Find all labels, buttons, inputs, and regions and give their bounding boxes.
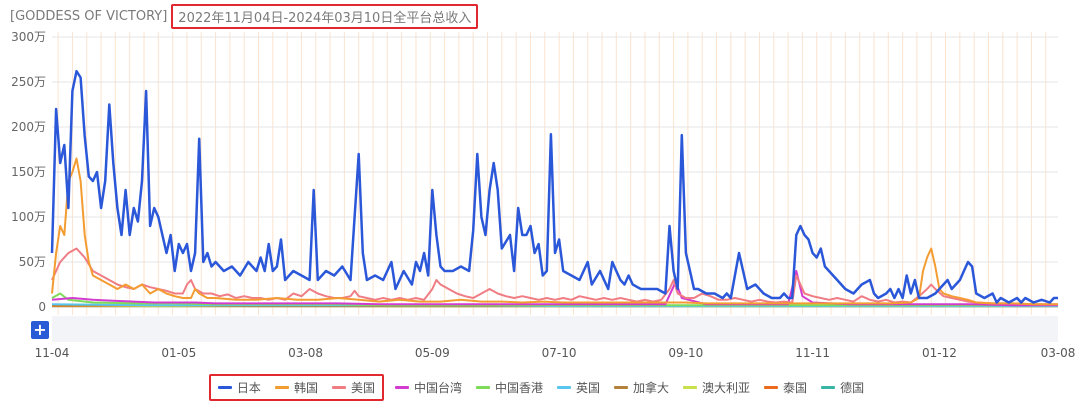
date-range-title: 2022年11月04日-2024年03月10日全平台总收入 <box>171 3 479 29</box>
legend-item[interactable]: 澳大利亚 <box>683 379 750 396</box>
legend-item[interactable]: 加拿大 <box>614 379 669 396</box>
legend-item[interactable]: 中国台湾 <box>394 379 462 396</box>
legend-item[interactable]: 德国 <box>821 379 864 396</box>
revenue-line-chart: 0 50万 100万 150万 200万 250万 300万 11-04 01-05 03-08 0… <box>11 30 1076 360</box>
series-line-1 <box>51 157 1058 306</box>
legend-label: 德国 <box>840 380 865 395</box>
legend-item[interactable]: 中国香港 <box>475 379 543 396</box>
legend-label: 日本 <box>236 380 261 395</box>
y-tick-label: 300万 <box>11 30 46 44</box>
chart-title-row: [GODDESS OF VICTORY] 2022年11月04日-2024年03… <box>10 3 479 29</box>
legend-label: 泰国 <box>783 380 808 395</box>
legend-label: 加拿大 <box>633 380 670 395</box>
series-line-2 <box>51 247 1058 306</box>
legend-swatch <box>331 385 346 389</box>
x-tick-label: 07-10 <box>542 346 577 360</box>
legend-label: 英国 <box>576 380 601 395</box>
y-tick-label: 150万 <box>11 165 46 179</box>
legend-swatch <box>764 385 779 389</box>
series-line-0 <box>50 69 1058 304</box>
legend-label: 美国 <box>350 380 375 395</box>
x-tick-label: 03-08 <box>1041 346 1076 360</box>
legend-label: 韩国 <box>293 380 318 395</box>
y-tick-label: 250万 <box>11 75 46 89</box>
y-tick-label: 0 <box>38 300 46 314</box>
legend-swatch <box>557 385 571 389</box>
legend-swatch <box>475 385 490 389</box>
y-tick-label: 50万 <box>19 255 46 269</box>
legend-swatch <box>614 385 629 389</box>
zoom-slider-track <box>52 316 1058 342</box>
x-tick-label: 11-11 <box>795 346 830 360</box>
legend-swatch <box>394 385 409 389</box>
legend-label: 中国台湾 <box>413 380 462 395</box>
y-tick-label: 100万 <box>11 210 46 224</box>
legend-swatch <box>683 385 698 389</box>
y-tick-label: 200万 <box>11 120 46 134</box>
legend-highlight-box: 日本 韩国 美国 <box>208 373 384 401</box>
legend-swatch <box>217 385 232 389</box>
x-tick-label: 01-05 <box>161 346 196 360</box>
legend-item[interactable]: 日本 <box>217 379 261 396</box>
legend-item[interactable]: 英国 <box>557 379 600 396</box>
x-tick-label: 01-12 <box>922 346 957 360</box>
legend-label: 澳大利亚 <box>702 380 751 395</box>
x-tick-label: 11-04 <box>35 346 70 360</box>
x-tick-label: 03-08 <box>288 346 323 360</box>
legend-swatch <box>821 385 836 389</box>
x-tick-label: 05-09 <box>415 346 450 360</box>
legend-item[interactable]: 美国 <box>331 379 375 396</box>
legend-label: 中国香港 <box>494 380 543 395</box>
game-title: [GODDESS OF VICTORY] <box>10 8 168 24</box>
legend-item[interactable]: 泰国 <box>764 379 807 396</box>
chart-legend: 日本 韩国 美国 中国台湾 中国香港 英国 加拿大 澳大利亚 泰国 德国 <box>0 373 1080 401</box>
zoom-plus-button[interactable]: + <box>31 321 49 339</box>
x-tick-label: 09-10 <box>668 346 703 360</box>
legend-swatch <box>274 385 289 389</box>
legend-item[interactable]: 韩国 <box>274 379 318 396</box>
